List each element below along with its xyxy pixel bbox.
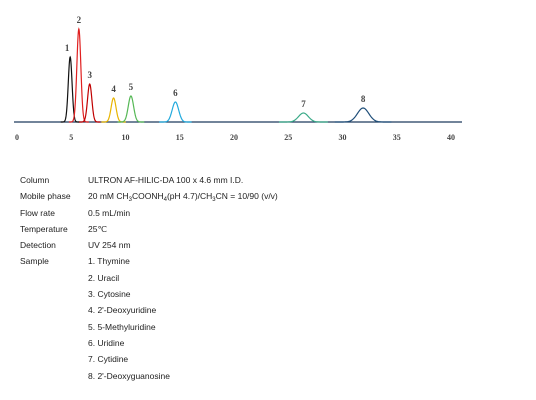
conditions-table: Column ULTRON AF-HILIC-DA 100 x 4.6 mm I… — [20, 172, 278, 384]
x-tick-label: 30 — [339, 133, 347, 142]
peak-1 — [60, 55, 80, 123]
sample-row: 6. Uridine — [20, 335, 278, 351]
detection-value: UV 254 nm — [88, 240, 131, 251]
peak-2 — [68, 27, 89, 123]
x-tick-label: 10 — [122, 133, 130, 142]
sample-item: 2. Uracil — [88, 272, 120, 283]
mobile-phase-label: Mobile phase — [20, 191, 71, 202]
mobile-phase-row: Mobile phase 20 mM CH3COONH4(pH 4.7)/CH3… — [20, 188, 278, 204]
sample-row: 2. Uracil — [20, 270, 278, 286]
peak-label-7: 7 — [301, 99, 306, 109]
peak-7 — [278, 112, 328, 123]
temperature-value: 25℃ — [88, 223, 108, 234]
x-tick-label: 20 — [230, 133, 238, 142]
sample-label: Sample — [20, 256, 49, 267]
flow-rate-row: Flow rate 0.5 mL/min — [20, 205, 278, 221]
mobile-phase-value: 20 mM CH3COONH4(pH 4.7)/CH3CN = 10/90 (v… — [88, 191, 278, 204]
sample-item: 3. Cytosine — [88, 289, 131, 300]
peak-8 — [334, 107, 392, 123]
sample-row: 5. 5-Methyluridine — [20, 319, 278, 335]
temperature-label: Temperature — [20, 223, 68, 234]
x-tick-label: 35 — [393, 133, 401, 142]
sample-item: 4. 2'-Deoxyuridine — [88, 305, 157, 316]
peak-label-8: 8 — [361, 94, 366, 104]
sample-row: Sample 1. Thymine — [20, 253, 278, 269]
sample-item: 1. Thymine — [88, 256, 130, 267]
flow-rate-label: Flow rate — [20, 207, 55, 218]
sample-row: 4. 2'-Deoxyuridine — [20, 302, 278, 318]
peak-6 — [159, 101, 192, 123]
sample-row: 7. Cytidine — [20, 351, 278, 367]
flow-rate-value: 0.5 mL/min — [88, 207, 131, 218]
peak-3 — [79, 83, 101, 123]
sample-row: 3. Cytosine — [20, 286, 278, 302]
sample-item: 7. Cytidine — [88, 354, 129, 365]
x-tick-label: 40 — [447, 133, 455, 142]
x-tick-label: 0 — [15, 133, 19, 142]
peak-labels-group: 1 2 3 4 5 6 7 8 — [65, 15, 366, 109]
x-axis-ticks: 0 5 10 15 20 25 30 35 40 — [15, 133, 455, 142]
peak-label-6: 6 — [173, 88, 178, 98]
sample-item: 8. 2'-Deoxyguanosine — [88, 370, 170, 381]
column-value: ULTRON AF-HILIC-DA 100 x 4.6 mm I.D. — [88, 175, 244, 185]
peak-label-1: 1 — [65, 43, 70, 53]
x-tick-label: 15 — [176, 133, 184, 142]
peak-4 — [101, 97, 126, 123]
sample-item: 6. Uridine — [88, 337, 125, 348]
column-row: Column ULTRON AF-HILIC-DA 100 x 4.6 mm I… — [20, 172, 278, 188]
peak-5 — [117, 95, 145, 123]
sample-item: 5. 5-Methyluridine — [88, 321, 156, 332]
peak-label-5: 5 — [129, 82, 134, 92]
chromatogram-chart: 0 5 10 15 20 25 30 35 40 1 2 3 4 5 6 7 8 — [14, 15, 462, 142]
peaks-group — [60, 27, 392, 123]
peak-label-3: 3 — [87, 70, 92, 80]
temperature-row: Temperature 25℃ — [20, 221, 278, 237]
x-tick-label: 5 — [69, 133, 73, 142]
detection-label: Detection — [20, 240, 56, 251]
detection-row: Detection UV 254 nm — [20, 237, 278, 253]
peak-label-4: 4 — [111, 84, 116, 94]
column-label: Column — [20, 175, 50, 185]
x-tick-label: 25 — [284, 133, 292, 142]
sample-row: 8. 2'-Deoxyguanosine — [20, 368, 278, 384]
peak-label-2: 2 — [77, 15, 82, 25]
